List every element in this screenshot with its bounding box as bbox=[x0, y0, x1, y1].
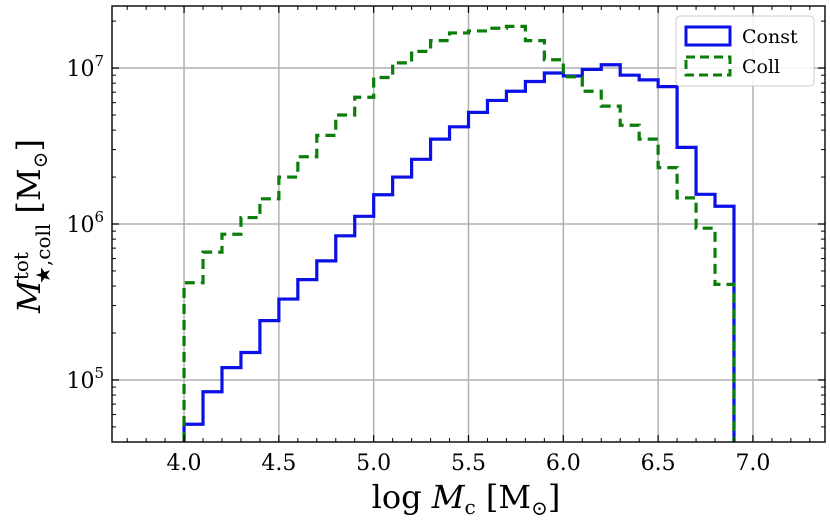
histogram-series bbox=[182, 24, 736, 442]
svg-text:log Mc [M⊙]: log Mc [M⊙] bbox=[372, 478, 561, 520]
legend-swatch-coll bbox=[684, 55, 732, 77]
x-tick-label: 5.0 bbox=[356, 451, 391, 476]
y-tick-label: 105 bbox=[66, 364, 104, 394]
x-tick-labels: 4.0 4.5 5.0 5.5 6.0 6.5 7.0 bbox=[167, 451, 771, 476]
histogram-const bbox=[182, 63, 736, 442]
legend-item-const: Const bbox=[684, 25, 798, 48]
y-tick-label: 107 bbox=[66, 52, 104, 82]
y-tick-label: 106 bbox=[66, 208, 104, 238]
svg-text:Mtot★,coll [M⊙]: Mtot★,coll [M⊙] bbox=[9, 139, 55, 314]
legend: Const Coll bbox=[675, 15, 815, 87]
axis-ticks bbox=[112, 6, 825, 443]
legend-box bbox=[675, 15, 815, 87]
x-axis-label: log Mc [M⊙] bbox=[372, 478, 561, 520]
y-axis-label: Mtot★,coll [M⊙] bbox=[9, 139, 55, 314]
x-tick-label: 6.0 bbox=[546, 451, 581, 476]
legend-label-const: Const bbox=[742, 26, 798, 48]
x-tick-label: 4.0 bbox=[167, 451, 202, 476]
x-tick-label: 4.5 bbox=[261, 451, 296, 476]
x-tick-label: 5.5 bbox=[451, 451, 486, 476]
legend-label-coll: Coll bbox=[742, 56, 780, 78]
legend-item-coll: Coll bbox=[684, 55, 780, 78]
legend-swatch-const bbox=[684, 25, 732, 47]
x-tick-label: 6.5 bbox=[641, 451, 676, 476]
y-tick-labels: 105 106 107 bbox=[66, 52, 104, 394]
x-tick-label: 7.0 bbox=[735, 451, 770, 476]
